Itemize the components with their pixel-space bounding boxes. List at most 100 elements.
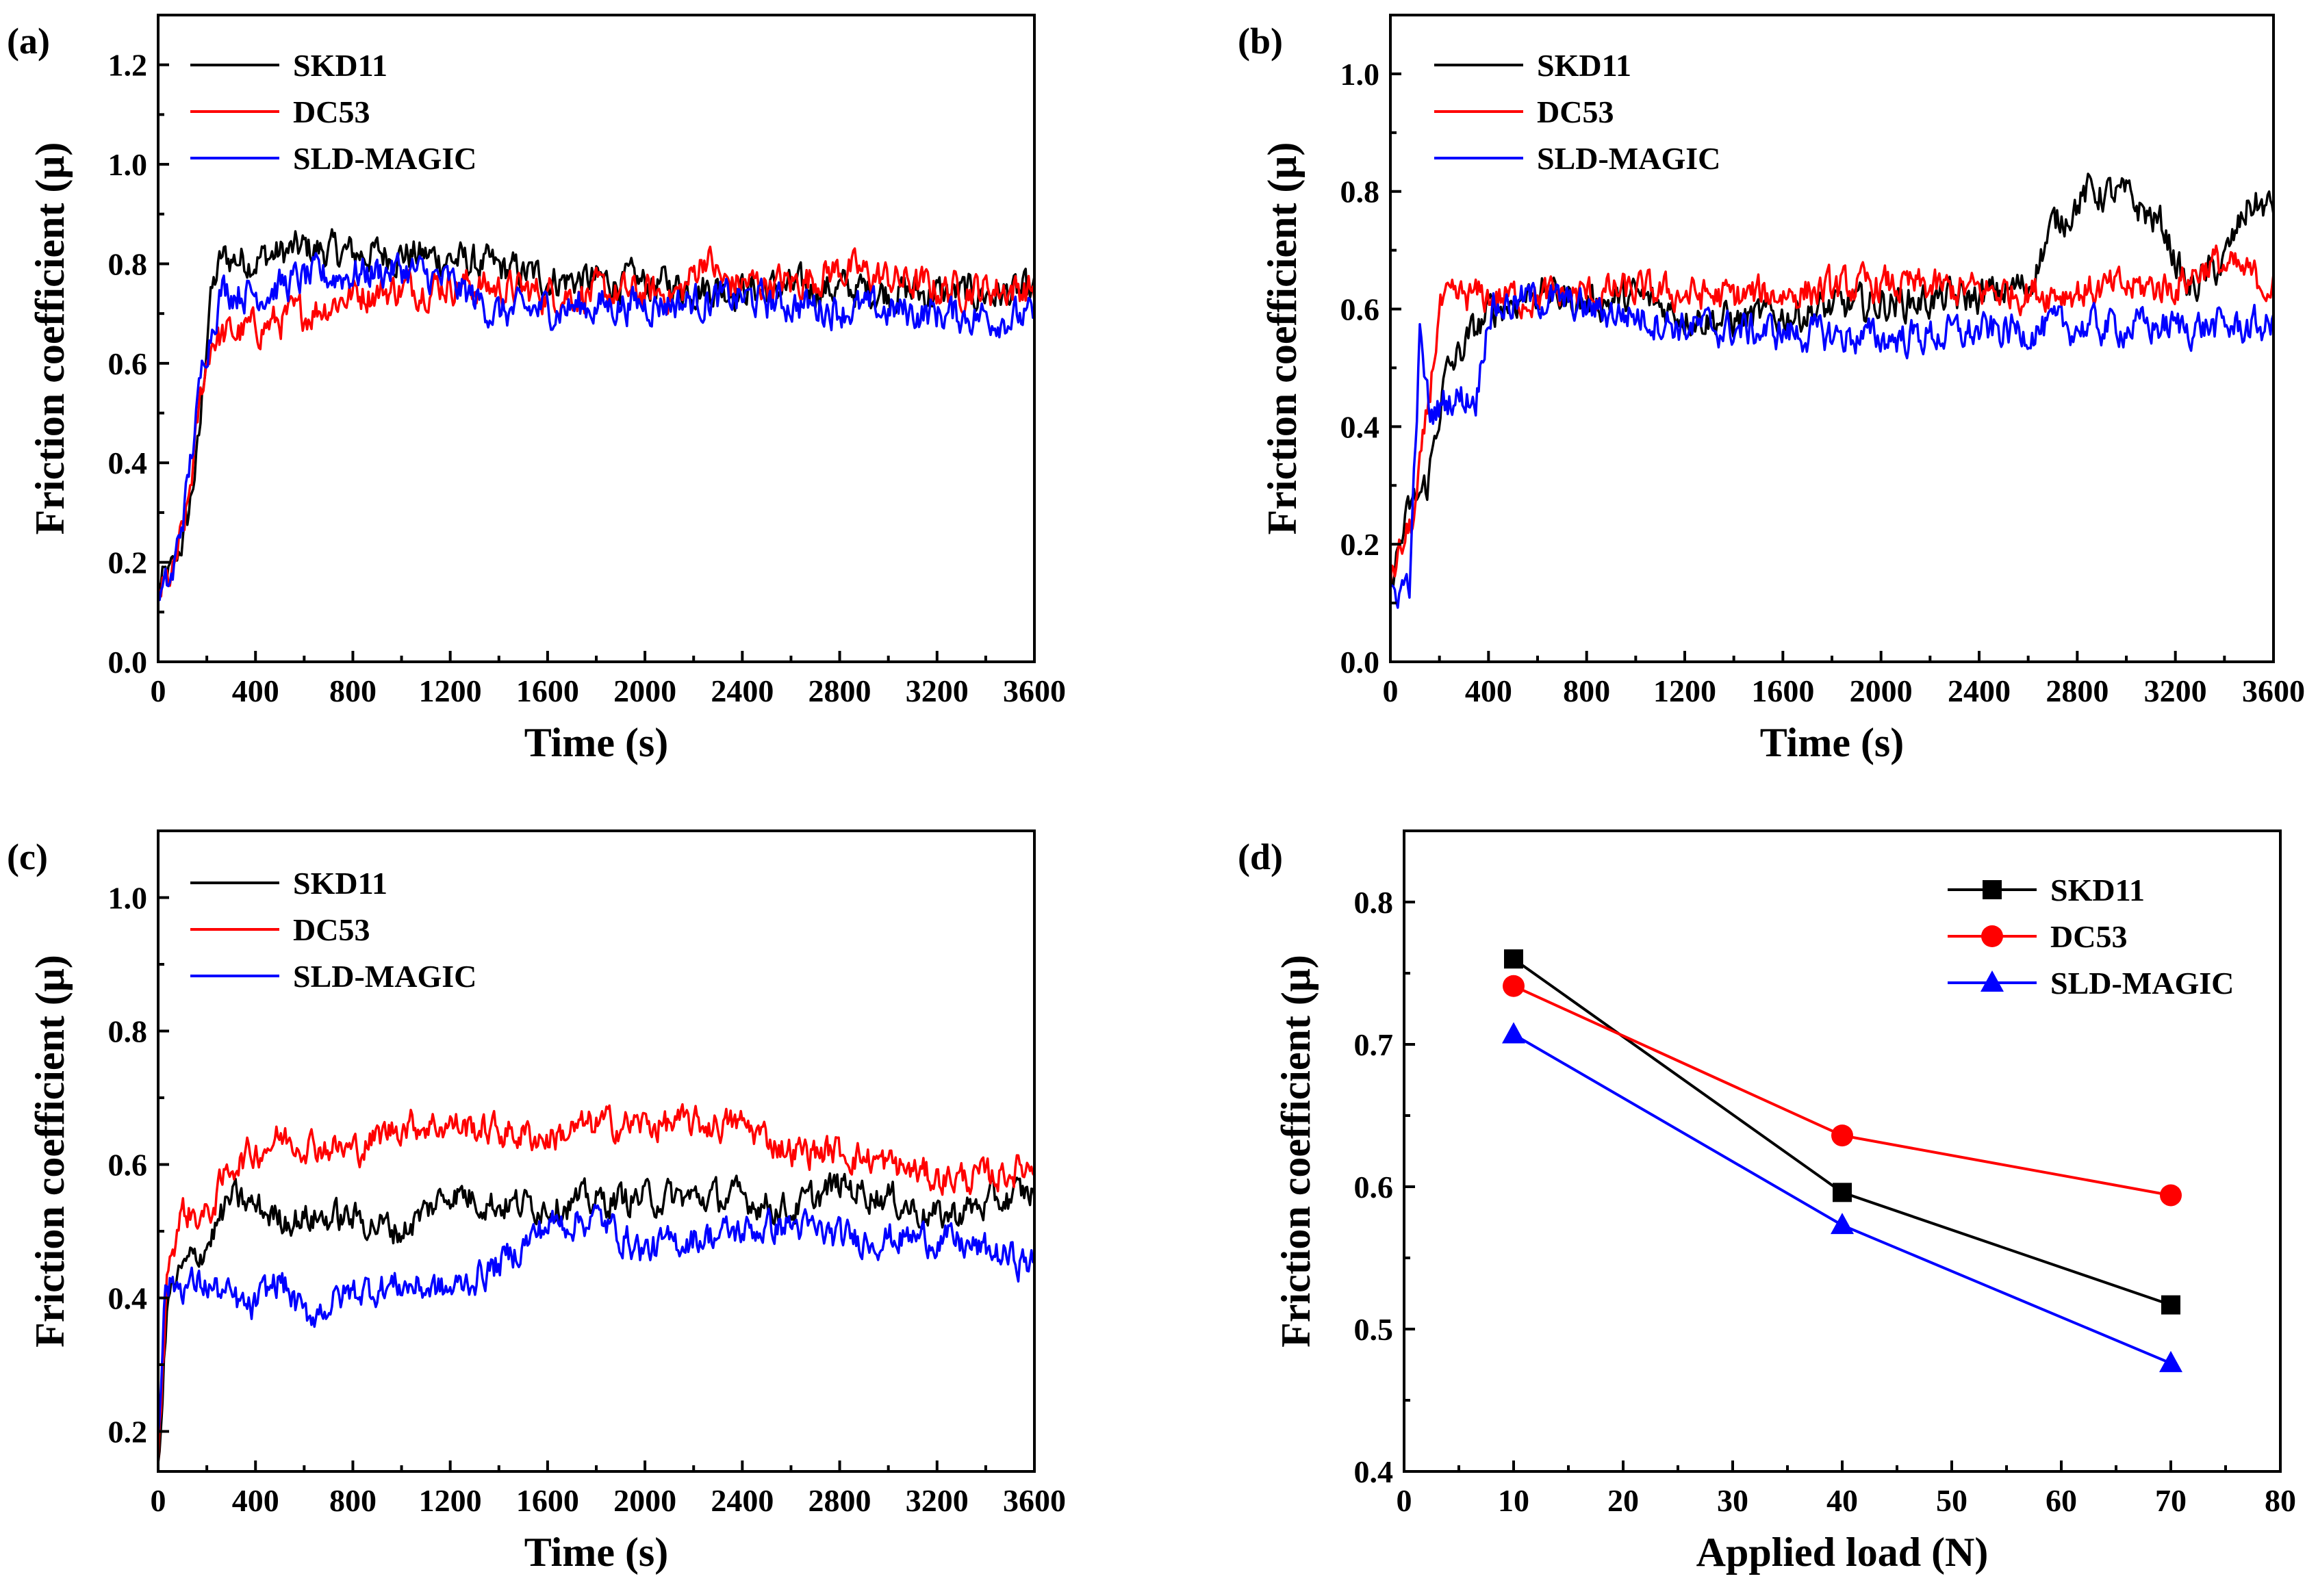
legend-marker-sld-magic [1981,970,2004,992]
series-line-sld-magic [158,252,1034,602]
x-tick-label: 2400 [711,673,774,708]
x-tick-label: 1200 [419,673,482,708]
x-axis-title: Time (s) [524,720,669,765]
x-tick-label: 3600 [1003,1483,1066,1518]
y-axis-title: Friction coefficient (μ) [27,955,73,1348]
x-tick-label: 2800 [2046,673,2109,708]
y-tick-label: 0.4 [108,446,148,480]
plot-frame [157,14,1036,663]
legend: SKD11 DC53 SLD-MAGIC [1434,48,1720,176]
x-tick-label: 400 [232,673,279,708]
y-tick-label: 0.8 [1340,175,1380,209]
x-tick-label: 1200 [1653,673,1716,708]
y-tick-label: 0.4 [108,1281,148,1316]
x-tick-label: 3200 [2144,673,2207,708]
y-tick-label: 1.0 [108,881,148,916]
x-tick-label: 0 [151,673,166,708]
legend-label-skd11: SKD11 [293,866,387,901]
x-tick-label: 10 [1498,1483,1529,1518]
y-tick-label: 0.6 [108,1148,148,1183]
chart-panel-0: 0 400 800 1200 1600 2000 2400 2800 3200 3600 0.0 0.… [7,14,1066,765]
plot-area [158,1103,1034,1467]
legend-label-sld-magic: SLD-MAGIC [2050,966,2234,1001]
legend-label-skd11: SKD11 [2050,873,2145,908]
x-tick-label: 800 [329,1483,377,1518]
y-axis-title: Friction coefficient (μ) [1273,955,1319,1348]
panel-label: (d) [1238,836,1283,877]
legend-label-skd11: SKD11 [293,48,387,83]
x-tick-label: 1600 [516,1483,579,1518]
plot-area [1390,172,2274,609]
x-tick-label: 2800 [808,1483,871,1518]
plot-area [1502,949,2182,1372]
legend-label-dc53: DC53 [1537,94,1614,129]
chart-panel-3: 0 10 20 30 40 50 60 70 80 0.4 0.5 0.6 0.7 0.8 Applied … [1238,829,2296,1575]
plot-frame [1403,829,2282,1473]
x-tick-label: 800 [1563,673,1610,708]
x-tick-label: 3600 [2242,673,2305,708]
x-tick-label: 400 [1465,673,1512,708]
data-point-skd11 [1833,1183,1852,1202]
chart-panel-2: 0 400 800 1200 1600 2000 2400 2800 3200 3600 0.2 0.… [7,829,1066,1575]
data-point-sld-magic [1502,1022,1525,1044]
x-axis-title: Time (s) [524,1530,669,1575]
legend-marker-skd11 [1983,880,2002,899]
series-line-sld-magic [1390,281,2274,609]
series-line-skd11 [1390,172,2274,587]
data-point-skd11 [2161,1295,2180,1315]
x-axis-title: Time (s) [1760,720,1905,765]
legend-label-dc53: DC53 [2050,919,2127,954]
legend: SKD11 DC53 SLD-MAGIC [1948,873,2234,1001]
legend: SKD11 DC53 SLD-MAGIC [190,48,476,176]
legend-marker-dc53 [1981,925,2003,947]
data-point-sld-magic [2159,1350,2182,1372]
data-point-dc53 [1503,975,1525,997]
x-tick-label: 2000 [613,673,676,708]
x-axis-title: Applied load (N) [1696,1530,1989,1575]
series-line-sld-magic [158,1203,1034,1437]
y-tick-label: 1.2 [108,48,148,83]
legend-label-dc53: DC53 [293,912,370,947]
data-point-dc53 [1831,1124,1853,1147]
y-axis-title: Friction coefficient (μ) [27,142,73,535]
x-tick-label: 3600 [1003,673,1066,708]
x-tick-label: 0 [151,1483,166,1518]
x-tick-label: 1600 [516,673,579,708]
series-line-dc53 [158,1103,1034,1467]
y-tick-label: 0.4 [1354,1454,1394,1489]
x-tick-label: 60 [2046,1483,2077,1518]
panel-label: (a) [7,21,50,62]
data-point-sld-magic [1831,1213,1854,1235]
panel-label: (b) [1238,21,1283,62]
x-tick-label: 70 [2155,1483,2187,1518]
y-tick-label: 0.0 [1340,645,1380,680]
y-tick-label: 0.8 [1354,885,1394,920]
x-tick-label: 2800 [808,673,871,708]
panel-label: (c) [7,836,48,877]
y-tick-label: 0.6 [1354,1170,1394,1205]
y-tick-label: 0.7 [1354,1027,1394,1062]
series-line-dc53 [1390,244,2274,587]
x-tick-label: 40 [1826,1483,1858,1518]
y-tick-label: 0.8 [108,1014,148,1049]
series-line-skd11 [158,1172,1034,1464]
legend-label-sld-magic: SLD-MAGIC [293,141,476,176]
x-tick-label: 400 [232,1483,279,1518]
x-tick-label: 30 [1717,1483,1748,1518]
x-tick-label: 50 [1936,1483,1967,1518]
data-point-dc53 [2160,1184,2182,1207]
legend: SKD11 DC53 SLD-MAGIC [190,866,476,994]
x-tick-label: 3200 [906,673,969,708]
series-line-dc53 [158,245,1034,598]
data-point-skd11 [1504,949,1523,969]
y-tick-label: 0.8 [108,246,148,281]
y-tick-label: 0.2 [108,1415,148,1450]
legend-label-dc53: DC53 [293,94,370,129]
legend-label-sld-magic: SLD-MAGIC [293,959,476,994]
x-tick-label: 2000 [613,1483,676,1518]
plot-area [158,228,1034,602]
y-tick-label: 0.4 [1340,409,1380,444]
legend-label-skd11: SKD11 [1537,48,1631,83]
x-tick-label: 3200 [906,1483,969,1518]
